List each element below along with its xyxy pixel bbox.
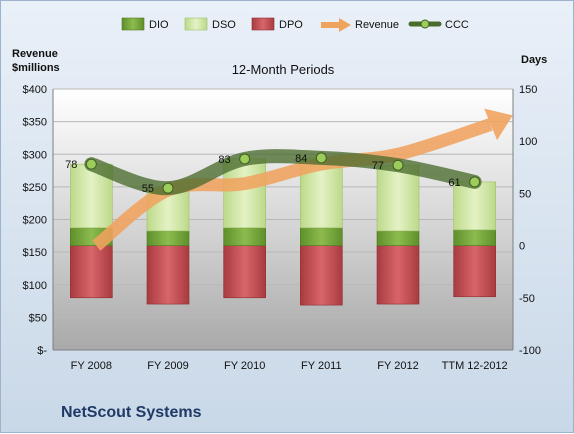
x-tick-label: FY 2010 <box>224 360 265 372</box>
ccc-data-label: 55 <box>142 183 154 195</box>
bar-dio <box>300 227 343 246</box>
legend-label-dio: DIO <box>149 19 169 31</box>
bar-dpo <box>70 245 113 299</box>
right-tick-label: 50 <box>519 188 531 200</box>
x-tick-label: FY 2008 <box>71 360 112 372</box>
left-axis-title: Revenue <box>12 48 58 60</box>
x-tick-label: FY 2011 <box>301 360 342 372</box>
ccc-data-label: 61 <box>448 177 460 189</box>
left-tick-label: $200 <box>23 215 47 227</box>
bar-dio <box>376 230 420 246</box>
left-tick-label: $100 <box>23 280 47 292</box>
legend-swatch-dio <box>121 17 145 31</box>
legend-label-ccc: CCC <box>445 19 469 31</box>
x-tick-label: FY 2009 <box>147 360 188 372</box>
ccc-point <box>392 159 404 171</box>
bar-dso <box>70 163 113 229</box>
left-tick-label: $50 <box>29 312 47 324</box>
bar-dpo <box>376 245 420 305</box>
bar-dso <box>376 164 420 232</box>
bar-dio <box>223 227 266 246</box>
left-tick-label: $- <box>37 345 47 357</box>
left-tick-label: $350 <box>23 117 47 129</box>
legend-marker-ccc <box>420 19 430 29</box>
revenue-arrowhead <box>484 108 513 141</box>
ccc-data-label: 78 <box>65 159 77 171</box>
left-tick-label: $250 <box>23 182 47 194</box>
company-name: NetScout Systems <box>61 404 202 421</box>
bar-dpo <box>300 245 343 306</box>
right-tick-label: 0 <box>519 241 525 253</box>
right-tick-label: 100 <box>519 136 537 148</box>
ccc-point <box>469 176 481 188</box>
ccc-point <box>162 182 174 194</box>
bar-dpo <box>223 245 266 299</box>
chart-title: 12-Month Periods <box>232 62 335 77</box>
left-axis-title: $millions <box>12 62 60 74</box>
legend-label-revenue: Revenue <box>355 19 399 31</box>
bar-dso <box>453 181 496 231</box>
bar-dio <box>146 230 190 246</box>
bar-dio <box>453 229 496 246</box>
left-tick-label: $400 <box>23 84 47 96</box>
ccc-point <box>85 158 97 170</box>
x-tick-label: TTM 12-2012 <box>442 360 508 372</box>
left-tick-label: $150 <box>23 247 47 259</box>
legend-swatch-dpo <box>251 17 275 31</box>
x-tick-label: FY 2012 <box>377 360 418 372</box>
ccc-point <box>239 153 251 165</box>
revenue-line <box>92 118 493 251</box>
legend-swatch-dso <box>184 17 208 31</box>
right-tick-label: -50 <box>519 293 535 305</box>
ccc-data-label: 84 <box>295 153 307 165</box>
bar-dpo <box>453 245 496 298</box>
right-tick-label: -100 <box>519 345 541 357</box>
legend-label-dpo: DPO <box>279 19 303 31</box>
bar-dpo <box>146 245 190 305</box>
legend-label-dso: DSO <box>212 19 236 31</box>
legend-arrowhead-revenue <box>339 18 351 32</box>
ccc-data-label: 77 <box>372 160 384 172</box>
right-tick-label: 150 <box>519 84 537 96</box>
right-axis-title: Days <box>521 54 547 66</box>
ccc-data-label: 83 <box>218 154 230 166</box>
ccc-point <box>315 152 327 164</box>
left-tick-label: $300 <box>23 149 47 161</box>
